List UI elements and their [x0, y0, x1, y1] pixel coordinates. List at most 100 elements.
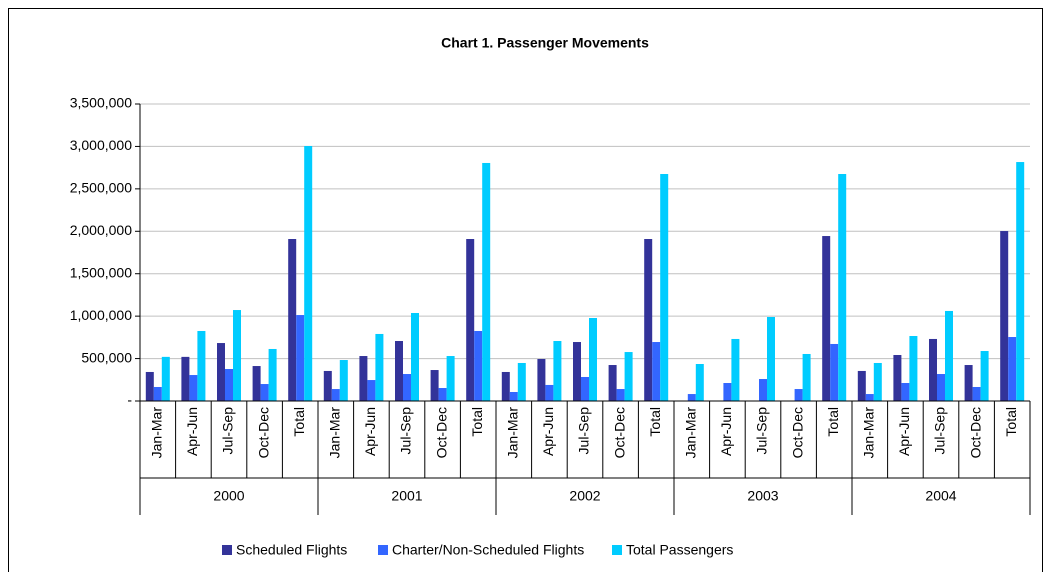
bar — [233, 310, 241, 401]
bar — [581, 376, 589, 401]
bar — [181, 356, 190, 401]
bar — [446, 356, 455, 401]
y-tick-label: 3,000,000 — [70, 137, 132, 153]
bar — [304, 146, 313, 401]
bar — [1000, 231, 1009, 401]
bar — [687, 394, 696, 401]
x-tick-label: Jul-Sep — [932, 407, 948, 455]
bar — [161, 356, 170, 401]
bar — [260, 384, 269, 401]
x-tick-label: Jan-Mar — [505, 407, 521, 459]
group-label: 2004 — [925, 488, 956, 504]
legend-swatch — [222, 545, 232, 555]
bar — [323, 370, 332, 401]
bar — [723, 383, 732, 401]
x-tick-label: Oct-Dec — [611, 407, 627, 458]
bar — [1008, 337, 1017, 401]
bar — [217, 343, 225, 401]
bar — [197, 330, 206, 401]
bar — [838, 174, 847, 401]
bar — [857, 370, 866, 401]
group-label: 2002 — [569, 488, 600, 504]
bar — [553, 341, 562, 401]
y-tick-label: 1,000,000 — [70, 307, 132, 323]
bar — [339, 360, 348, 401]
legend-label: Scheduled Flights — [236, 542, 347, 558]
bar — [937, 374, 945, 401]
bar — [501, 371, 510, 401]
bar — [759, 379, 767, 401]
x-tick-label: Total — [825, 407, 841, 437]
bar — [589, 318, 597, 401]
y-tick-label: 2,500,000 — [70, 180, 132, 196]
bar — [411, 313, 419, 401]
bar — [466, 239, 475, 401]
y-tick-label: 2,000,000 — [70, 222, 132, 238]
x-tick-label: Apr-Jun — [362, 407, 378, 456]
x-tick-label: Jul-Sep — [220, 407, 236, 455]
chart-frame — [8, 8, 1043, 577]
bar — [865, 394, 874, 401]
bar — [225, 369, 233, 401]
x-tick-label: Jul-Sep — [576, 407, 592, 455]
x-tick-label: Total — [291, 407, 307, 437]
bar — [474, 330, 483, 401]
legend-label: Charter/Non-Scheduled Flights — [392, 542, 584, 558]
bar — [794, 389, 803, 401]
bar — [644, 239, 653, 401]
y-tick-label: 500,000 — [81, 349, 132, 365]
bar — [145, 371, 154, 401]
bar — [731, 338, 740, 401]
x-tick-label: Apr-Jun — [540, 407, 556, 456]
bar — [929, 338, 937, 401]
bar — [438, 388, 447, 401]
bar — [359, 356, 368, 401]
bar — [972, 386, 981, 401]
bar — [288, 239, 297, 401]
bar — [822, 236, 831, 401]
chart-title: Chart 1. Passenger Movements — [441, 35, 649, 51]
bar — [268, 348, 277, 401]
group-label: 2001 — [391, 488, 422, 504]
x-tick-label: Oct-Dec — [789, 407, 805, 458]
x-tick-label: Oct-Dec — [433, 407, 449, 458]
legend-swatch — [378, 545, 388, 555]
bar — [660, 174, 669, 401]
bar — [616, 389, 625, 401]
y-tick-label: 1,500,000 — [70, 264, 132, 280]
bar — [624, 352, 633, 401]
x-tick-label: Jul-Sep — [398, 407, 414, 455]
bar — [252, 366, 261, 401]
bar — [652, 342, 661, 401]
bar — [430, 370, 439, 401]
bar — [964, 365, 973, 401]
bar — [403, 374, 411, 401]
legend-label: Total Passengers — [626, 542, 733, 558]
bar — [901, 383, 910, 401]
x-tick-label: Jan-Mar — [327, 407, 343, 459]
x-tick-label: Apr-Jun — [718, 407, 734, 456]
bar — [189, 375, 198, 401]
x-tick-label: Jan-Mar — [149, 407, 165, 459]
bar — [331, 389, 340, 401]
bar — [608, 365, 617, 401]
bar — [375, 333, 384, 401]
group-label: 2003 — [747, 488, 778, 504]
x-tick-label: Jul-Sep — [754, 407, 770, 455]
bar — [802, 353, 811, 401]
x-tick-label: Total — [1003, 407, 1019, 437]
bar — [153, 386, 162, 401]
bar — [873, 362, 882, 401]
bar — [909, 335, 918, 401]
bar — [482, 162, 491, 401]
x-tick-label: Apr-Jun — [184, 407, 200, 456]
x-tick-label: Total — [647, 407, 663, 437]
bar — [545, 384, 554, 401]
bar — [980, 351, 989, 401]
x-tick-label: Jan-Mar — [861, 407, 877, 459]
x-tick-label: Oct-Dec — [255, 407, 271, 458]
bar — [893, 355, 902, 401]
y-tick-label: 3,500,000 — [70, 95, 132, 111]
bar — [945, 310, 953, 401]
